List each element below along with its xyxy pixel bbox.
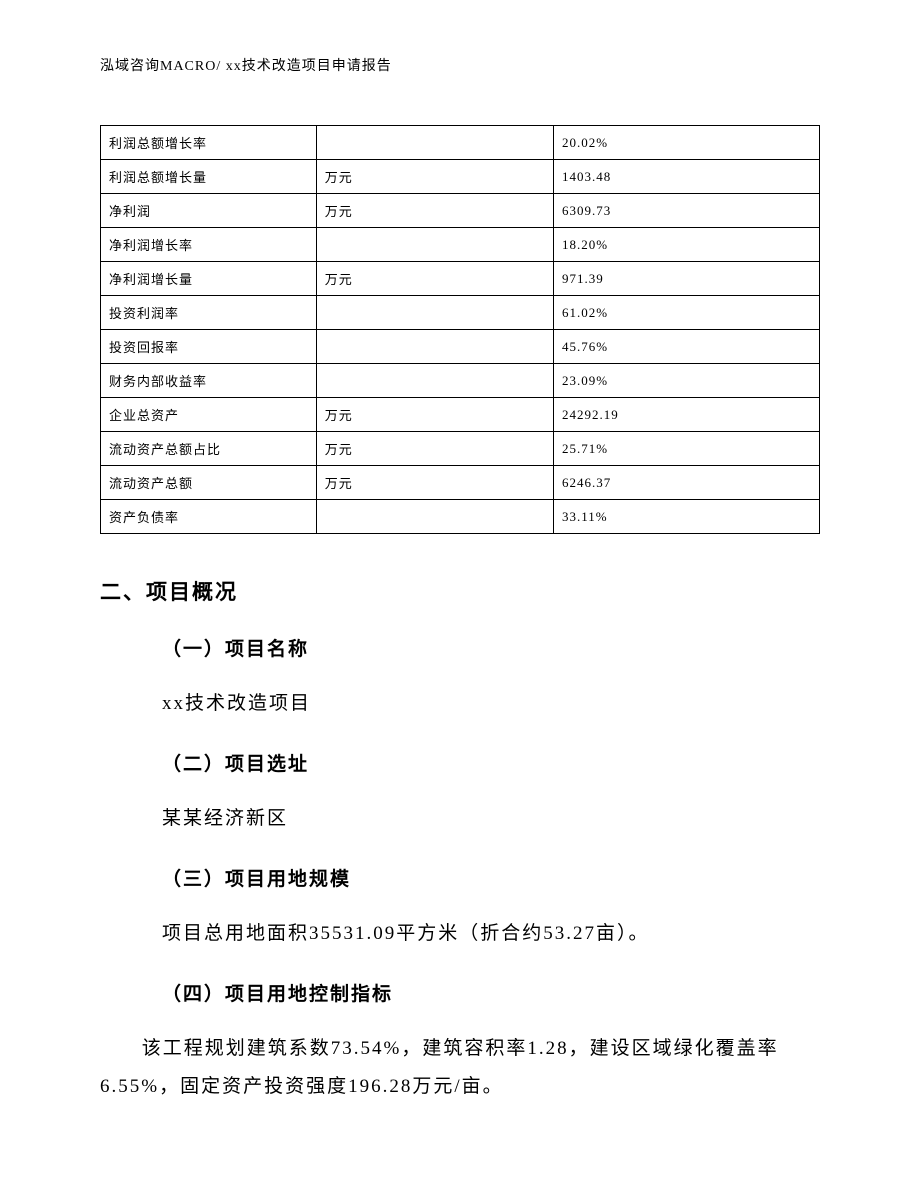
cell-unit: 万元 (316, 398, 553, 432)
cell-label: 流动资产总额占比 (101, 432, 317, 466)
cell-label: 资产负债率 (101, 500, 317, 534)
cell-unit: 万元 (316, 160, 553, 194)
cell-label: 利润总额增长量 (101, 160, 317, 194)
table-row: 投资利润率 61.02% (101, 296, 820, 330)
subheading-3: （三）项目用地规模 (162, 864, 820, 891)
table-row: 净利润增长量 万元 971.39 (101, 262, 820, 296)
table-row: 财务内部收益率 23.09% (101, 364, 820, 398)
table-row: 利润总额增长率 20.02% (101, 126, 820, 160)
cell-unit (316, 126, 553, 160)
cell-value: 33.11% (553, 500, 819, 534)
section-title: 二、项目概况 (100, 576, 820, 606)
table-row: 流动资产总额占比 万元 25.71% (101, 432, 820, 466)
table-row: 净利润 万元 6309.73 (101, 194, 820, 228)
cell-unit (316, 296, 553, 330)
cell-value: 971.39 (553, 262, 819, 296)
body-text-1: xx技术改造项目 (162, 685, 820, 723)
cell-value: 24292.19 (553, 398, 819, 432)
body-text-3: 项目总用地面积35531.09平方米（折合约53.27亩）。 (162, 915, 820, 953)
cell-value: 1403.48 (553, 160, 819, 194)
header-text: 泓域咨询MACRO/ xx技术改造项目申请报告 (100, 59, 392, 74)
body-text-2: 某某经济新区 (162, 800, 820, 838)
table-row: 企业总资产 万元 24292.19 (101, 398, 820, 432)
cell-label: 净利润 (101, 194, 317, 228)
table-row: 净利润增长率 18.20% (101, 228, 820, 262)
cell-unit (316, 364, 553, 398)
cell-label: 流动资产总额 (101, 466, 317, 500)
cell-value: 23.09% (553, 364, 819, 398)
cell-unit (316, 500, 553, 534)
cell-unit (316, 330, 553, 364)
cell-unit: 万元 (316, 466, 553, 500)
cell-value: 6309.73 (553, 194, 819, 228)
page-header: 泓域咨询MACRO/ xx技术改造项目申请报告 (100, 55, 392, 75)
content-area: 利润总额增长率 20.02% 利润总额增长量 万元 1403.48 净利润 万元… (100, 125, 820, 1132)
table-body: 利润总额增长率 20.02% 利润总额增长量 万元 1403.48 净利润 万元… (101, 126, 820, 534)
cell-label: 投资回报率 (101, 330, 317, 364)
table-row: 流动资产总额 万元 6246.37 (101, 466, 820, 500)
cell-value: 6246.37 (553, 466, 819, 500)
subheading-4: （四）项目用地控制指标 (162, 979, 820, 1006)
cell-label: 利润总额增长率 (101, 126, 317, 160)
cell-unit: 万元 (316, 432, 553, 466)
cell-label: 净利润增长率 (101, 228, 317, 262)
cell-unit: 万元 (316, 262, 553, 296)
cell-value: 18.20% (553, 228, 819, 262)
cell-value: 45.76% (553, 330, 819, 364)
body-text-4: 该工程规划建筑系数73.54%，建筑容积率1.28，建设区域绿化覆盖率6.55%… (100, 1030, 820, 1106)
cell-label: 企业总资产 (101, 398, 317, 432)
cell-label: 投资利润率 (101, 296, 317, 330)
cell-unit (316, 228, 553, 262)
cell-value: 61.02% (553, 296, 819, 330)
table-row: 资产负债率 33.11% (101, 500, 820, 534)
cell-label: 净利润增长量 (101, 262, 317, 296)
financial-indicators-table: 利润总额增长率 20.02% 利润总额增长量 万元 1403.48 净利润 万元… (100, 125, 820, 534)
cell-label: 财务内部收益率 (101, 364, 317, 398)
table-row: 投资回报率 45.76% (101, 330, 820, 364)
cell-value: 25.71% (553, 432, 819, 466)
cell-unit: 万元 (316, 194, 553, 228)
table-row: 利润总额增长量 万元 1403.48 (101, 160, 820, 194)
subheading-1: （一）项目名称 (162, 634, 820, 661)
cell-value: 20.02% (553, 126, 819, 160)
subheading-2: （二）项目选址 (162, 749, 820, 776)
